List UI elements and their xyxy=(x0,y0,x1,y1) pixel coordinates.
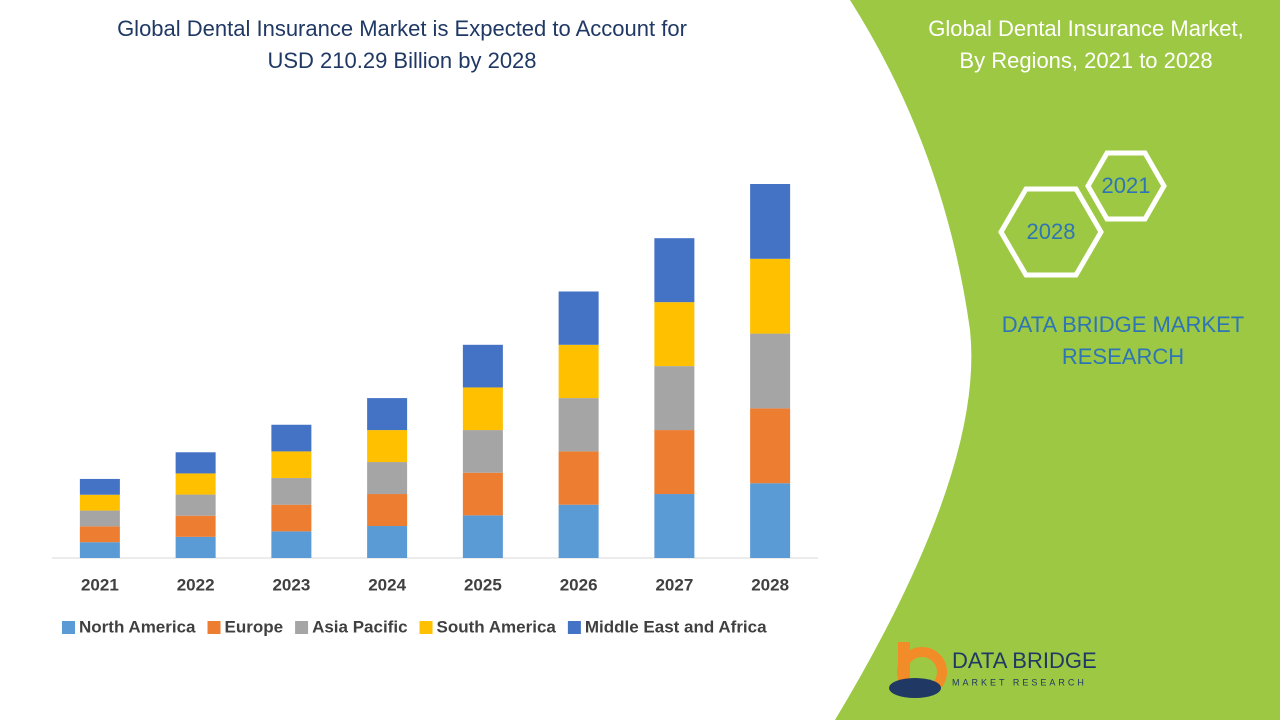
bar-segment xyxy=(79,478,120,495)
legend-swatch xyxy=(207,621,221,634)
bar-segment xyxy=(654,302,695,367)
bar-segment xyxy=(271,504,312,532)
legend-swatch xyxy=(567,621,581,634)
bar-segment xyxy=(558,291,599,345)
bar-segment xyxy=(558,451,599,505)
bar-segment xyxy=(654,238,695,303)
chart-title: Global Dental Insurance Market is Expect… xyxy=(117,16,687,41)
bar-segment xyxy=(175,536,216,558)
legend-label: Europe xyxy=(225,617,284,636)
bar-segment xyxy=(175,452,216,474)
bar-segment xyxy=(367,430,408,463)
side-panel-bg xyxy=(835,0,1280,720)
logo-tagline: MARKET RESEARCH xyxy=(952,677,1087,687)
bar-segment xyxy=(79,494,120,511)
bar-segment xyxy=(175,515,216,537)
bar-segment xyxy=(654,494,695,558)
bar-segment xyxy=(558,504,599,558)
legend-label: Asia Pacific xyxy=(312,617,407,636)
bar-segment xyxy=(654,430,695,495)
bar-segment xyxy=(175,494,216,516)
brand-text: DATA BRIDGE MARKET xyxy=(1002,312,1244,337)
side-title: By Regions, 2021 to 2028 xyxy=(959,48,1212,73)
bar-segment xyxy=(654,366,695,431)
bar-segment xyxy=(79,526,120,543)
bar-segment xyxy=(558,398,599,452)
legend-swatch xyxy=(419,621,433,634)
bar-segment xyxy=(462,387,503,431)
logo-mark xyxy=(889,642,947,698)
hexagon xyxy=(1085,150,1167,222)
hexagon xyxy=(998,186,1104,278)
hex-label: 2021 xyxy=(1102,173,1151,198)
x-tick-label: 2023 xyxy=(272,575,310,594)
legend-swatch xyxy=(62,621,75,634)
bar-segment xyxy=(175,473,216,495)
x-tick-label: 2025 xyxy=(464,575,502,594)
x-tick-label: 2021 xyxy=(81,575,119,594)
x-tick-label: 2027 xyxy=(655,575,693,594)
legend-swatch xyxy=(295,621,309,634)
bar-segment xyxy=(750,184,791,259)
side-title: Global Dental Insurance Market, xyxy=(928,16,1244,41)
x-tick-label: 2026 xyxy=(560,575,598,594)
brand-text: RESEARCH xyxy=(1062,344,1184,369)
bar-segment xyxy=(271,451,312,479)
legend-label: Middle East and Africa xyxy=(585,617,767,636)
bar-segment xyxy=(462,430,503,473)
bar-segment xyxy=(271,424,312,452)
bar-segment xyxy=(271,531,312,558)
bar-segment xyxy=(750,258,791,334)
bar-segment xyxy=(558,344,599,399)
bar-segment xyxy=(750,408,791,484)
x-tick-label: 2022 xyxy=(177,575,215,594)
legend-label: South America xyxy=(437,617,557,636)
legend-label: North America xyxy=(79,617,196,636)
bar-segment xyxy=(367,494,408,527)
bar-segment xyxy=(750,333,791,409)
bar-segment xyxy=(367,462,408,495)
bar-segment xyxy=(367,398,408,431)
logo-name: DATA BRIDGE xyxy=(952,648,1097,673)
bar-segment xyxy=(271,478,312,505)
bar-segment xyxy=(79,510,120,527)
hex-label: 2028 xyxy=(1027,219,1076,244)
bar-segment xyxy=(462,472,503,516)
bar-segment xyxy=(462,344,503,388)
x-tick-label: 2028 xyxy=(751,575,789,594)
bar-segment xyxy=(367,526,408,558)
bar-segment xyxy=(750,483,791,558)
bar-segment xyxy=(79,542,120,558)
bar-segment xyxy=(462,515,503,558)
chart-title: USD 210.29 Billion by 2028 xyxy=(267,48,536,73)
x-tick-label: 2024 xyxy=(368,575,406,594)
